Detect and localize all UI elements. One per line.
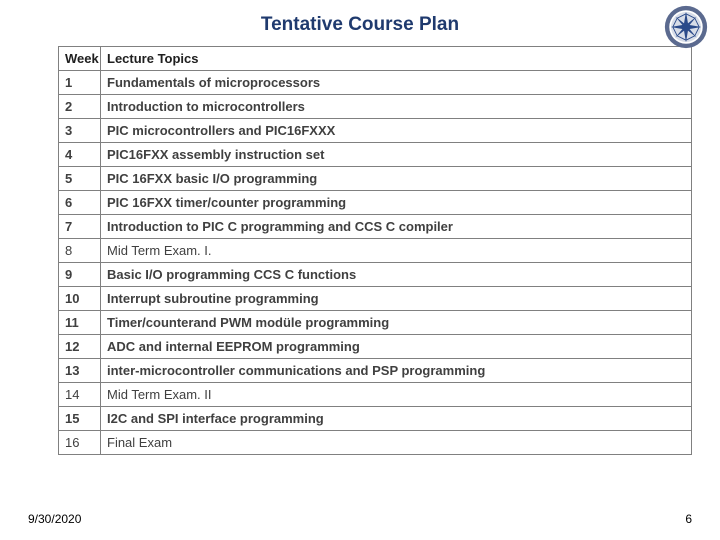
- table-row: 8Mid Term Exam. I.: [59, 239, 692, 263]
- cell-topic: Introduction to microcontrollers: [101, 95, 692, 119]
- cell-topic: Mid Term Exam. II: [101, 383, 692, 407]
- cell-topic: PIC microcontrollers and PIC16FXXX: [101, 119, 692, 143]
- col-header-topic: Lecture Topics: [101, 47, 692, 71]
- col-header-week: Week: [59, 47, 101, 71]
- cell-topic: Introduction to PIC C programming and CC…: [101, 215, 692, 239]
- cell-week: 11: [59, 311, 101, 335]
- table-row: 16Final Exam: [59, 431, 692, 455]
- cell-topic: PIC 16FXX basic I/O programming: [101, 167, 692, 191]
- cell-week: 14: [59, 383, 101, 407]
- cell-topic: Interrupt subroutine programming: [101, 287, 692, 311]
- cell-topic: Mid Term Exam. I.: [101, 239, 692, 263]
- cell-topic: PIC16FXX assembly instruction set: [101, 143, 692, 167]
- page-title: Tentative Course Plan: [0, 0, 720, 46]
- table-header-row: Week Lecture Topics: [59, 47, 692, 71]
- cell-week: 8: [59, 239, 101, 263]
- cell-topic: PIC 16FXX timer/counter programming: [101, 191, 692, 215]
- cell-topic: Timer/counterand PWM modüle programming: [101, 311, 692, 335]
- table-row: 3PIC microcontrollers and PIC16FXXX: [59, 119, 692, 143]
- table-row: 6PIC 16FXX timer/counter programming: [59, 191, 692, 215]
- cell-week: 9: [59, 263, 101, 287]
- cell-week: 3: [59, 119, 101, 143]
- table-row: 10Interrupt subroutine programming: [59, 287, 692, 311]
- table-row: 2Introduction to microcontrollers: [59, 95, 692, 119]
- table-row: 12ADC and internal EEPROM programming: [59, 335, 692, 359]
- table-row: 4PIC16FXX assembly instruction set: [59, 143, 692, 167]
- cell-topic: I2C and SPI interface programming: [101, 407, 692, 431]
- cell-week: 16: [59, 431, 101, 455]
- table-row: 13inter-microcontroller communications a…: [59, 359, 692, 383]
- cell-week: 2: [59, 95, 101, 119]
- course-plan-table: Week Lecture Topics 1Fundamentals of mic…: [58, 46, 692, 455]
- table-row: 7Introduction to PIC C programming and C…: [59, 215, 692, 239]
- table-row: 15I2C and SPI interface programming: [59, 407, 692, 431]
- cell-week: 1: [59, 71, 101, 95]
- table-row: 14Mid Term Exam. II: [59, 383, 692, 407]
- table-row: 9Basic I/O programming CCS C functions: [59, 263, 692, 287]
- cell-week: 13: [59, 359, 101, 383]
- cell-topic: Final Exam: [101, 431, 692, 455]
- footer-page: 6: [685, 512, 692, 526]
- cell-week: 12: [59, 335, 101, 359]
- cell-week: 5: [59, 167, 101, 191]
- cell-topic: ADC and internal EEPROM programming: [101, 335, 692, 359]
- university-logo: [664, 5, 708, 49]
- cell-week: 15: [59, 407, 101, 431]
- cell-week: 7: [59, 215, 101, 239]
- cell-week: 10: [59, 287, 101, 311]
- footer: 9/30/2020 6: [28, 512, 692, 526]
- table-row: 5PIC 16FXX basic I/O programming: [59, 167, 692, 191]
- cell-topic: inter-microcontroller communications and…: [101, 359, 692, 383]
- cell-topic: Fundamentals of microprocessors: [101, 71, 692, 95]
- cell-week: 4: [59, 143, 101, 167]
- cell-topic: Basic I/O programming CCS C functions: [101, 263, 692, 287]
- table-row: 11Timer/counterand PWM modüle programmin…: [59, 311, 692, 335]
- cell-week: 6: [59, 191, 101, 215]
- footer-date: 9/30/2020: [28, 512, 81, 526]
- table-row: 1Fundamentals of microprocessors: [59, 71, 692, 95]
